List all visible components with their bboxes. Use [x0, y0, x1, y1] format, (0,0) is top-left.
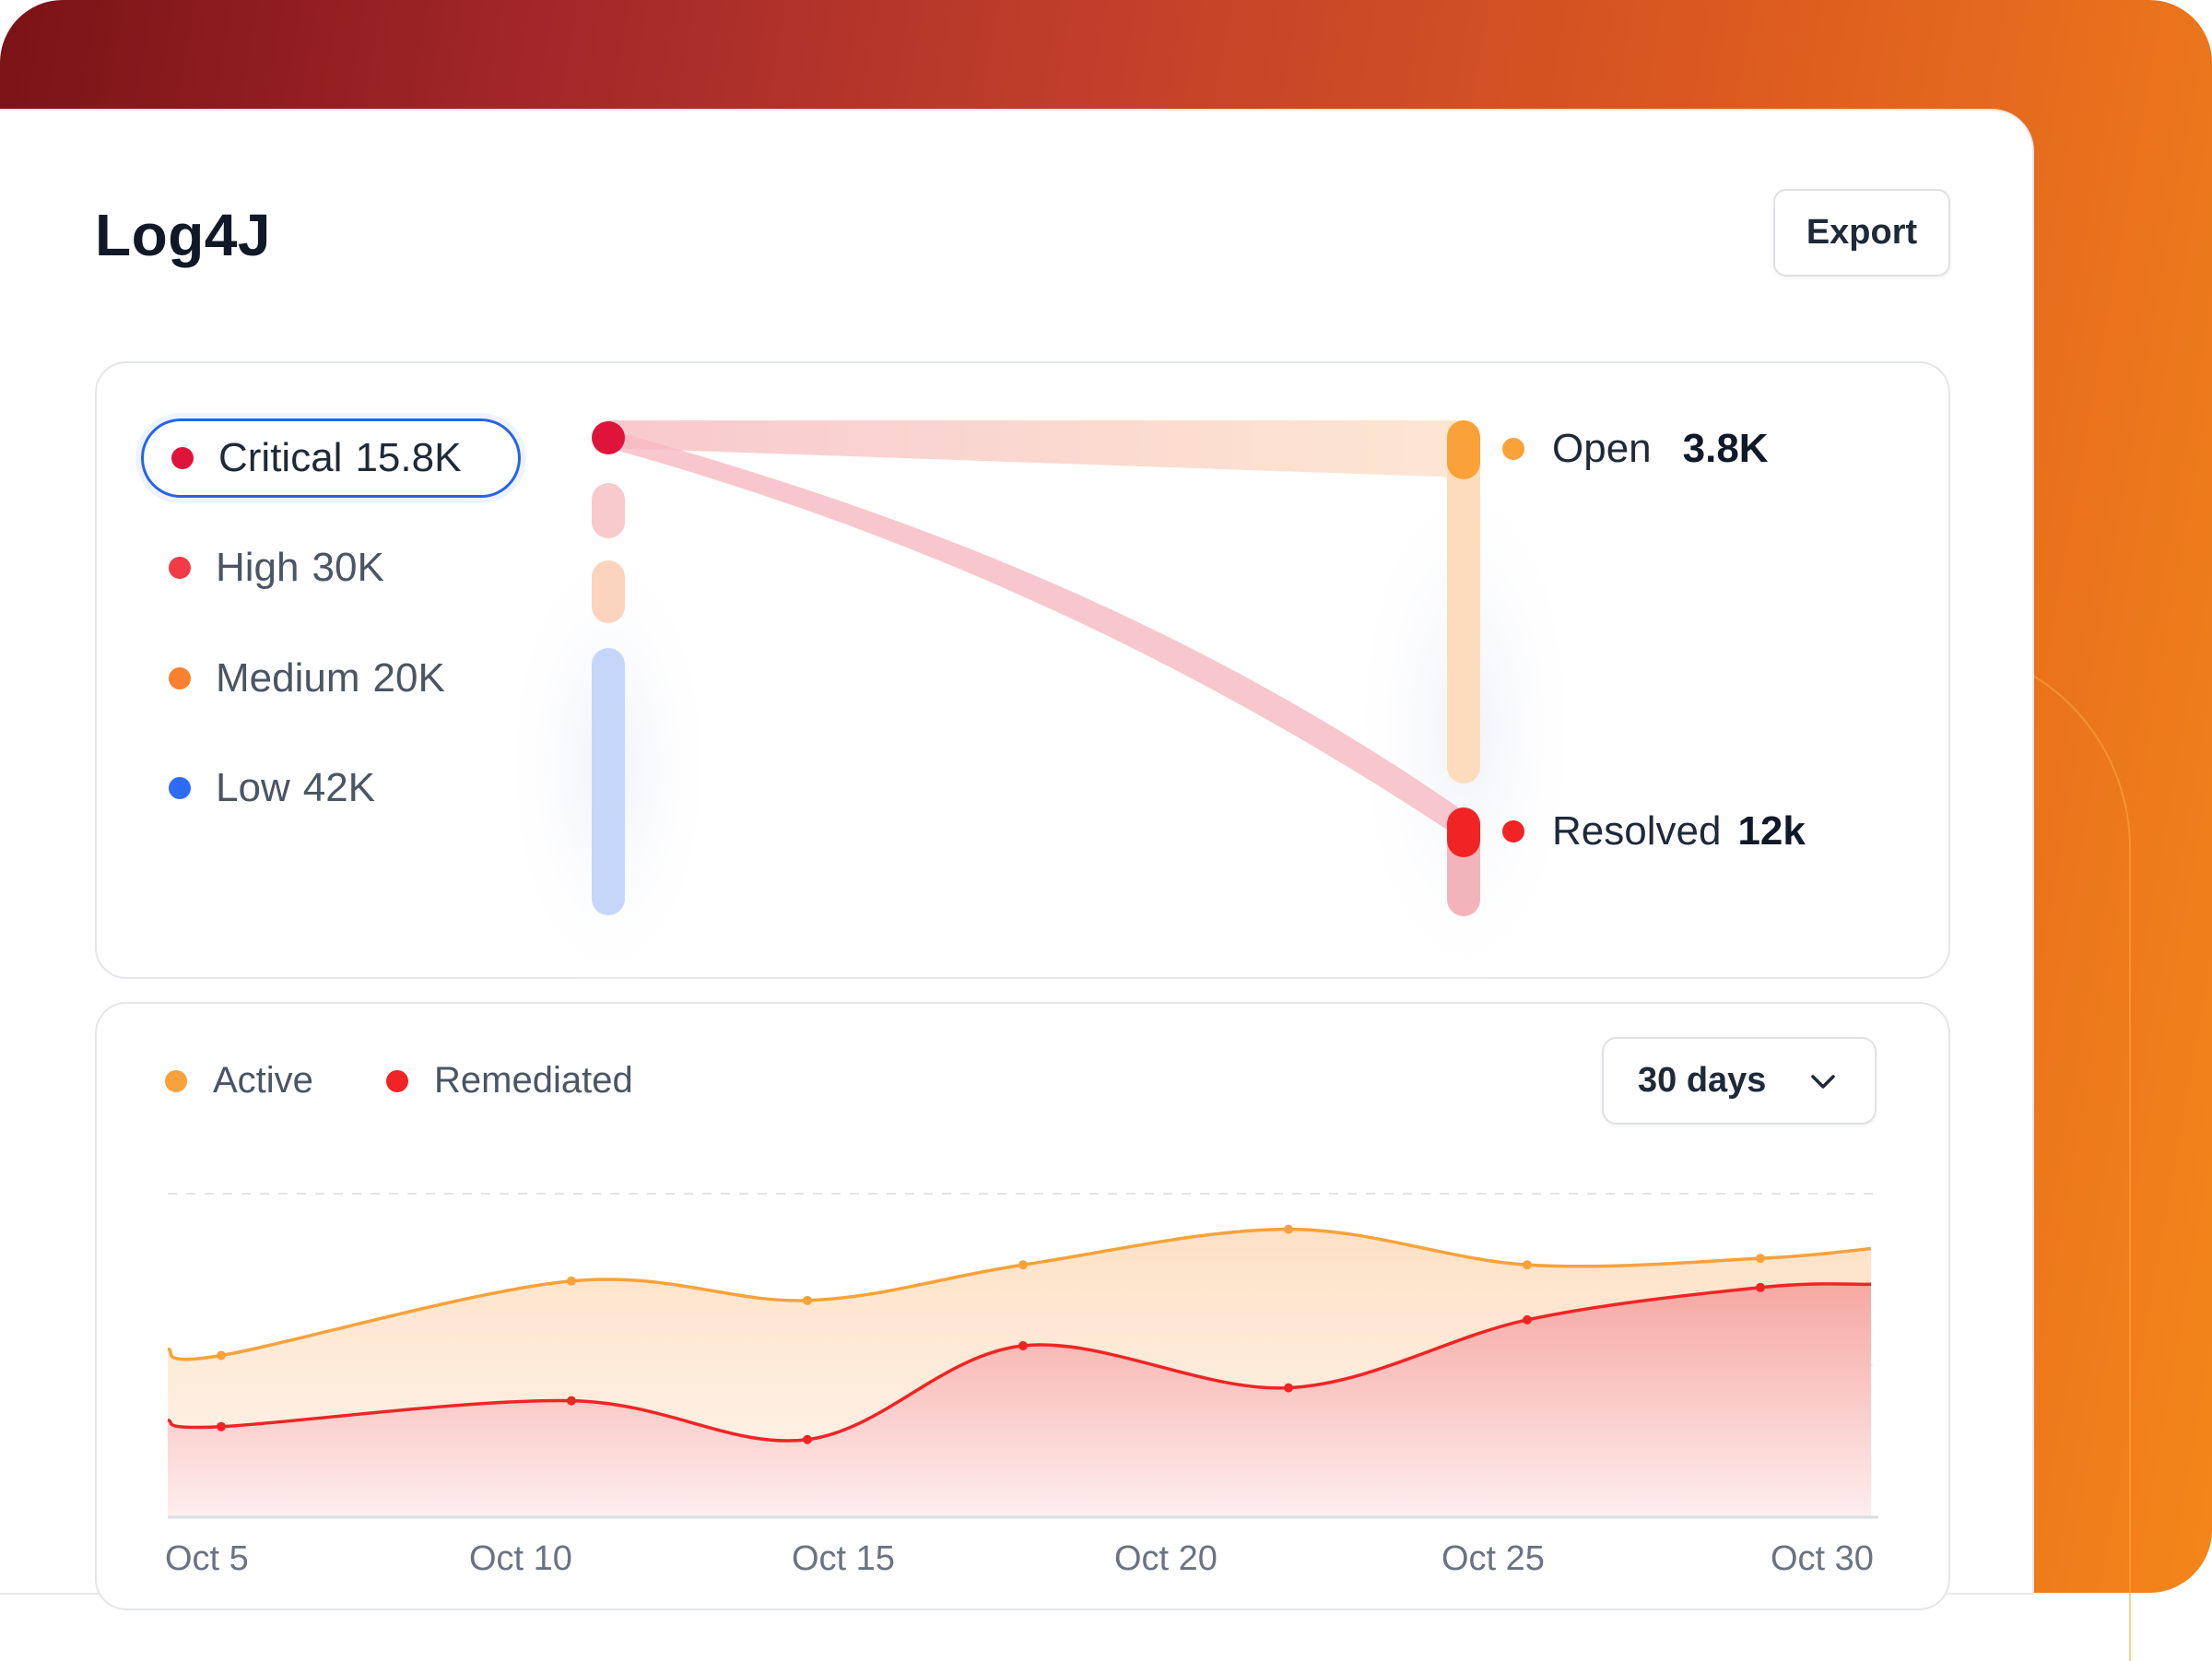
severity-item-high[interactable]: High 30K — [169, 545, 384, 591]
x-tick-label: Oct 10 — [469, 1539, 572, 1578]
resolved-dot-icon — [1502, 820, 1524, 842]
severity-item-medium[interactable]: Medium 20K — [169, 655, 445, 701]
severity-value: 42K — [302, 765, 376, 810]
outcome-value: 12k — [1737, 808, 1806, 854]
critical-dot-icon — [171, 447, 194, 469]
severity-label: Critical — [218, 435, 343, 480]
open-dot-icon — [1502, 438, 1524, 460]
low-dot-icon — [169, 777, 191, 799]
severity-value: 30K — [312, 545, 384, 590]
x-tick-label: Oct 25 — [1441, 1539, 1545, 1578]
outcome-resolved[interactable]: Resolved 12k — [1502, 808, 1806, 854]
remediated-dot-icon — [386, 1069, 408, 1092]
outcome-label: Resolved — [1552, 808, 1722, 854]
severity-item-critical[interactable]: Critical 15.8K — [141, 418, 521, 498]
export-button[interactable]: Export — [1773, 189, 1950, 277]
legend-active[interactable]: Active — [165, 1060, 313, 1101]
severity-value: 20K — [372, 655, 445, 701]
severity-item-low[interactable]: Low 42K — [169, 765, 375, 811]
chevron-down-icon — [1811, 1075, 1835, 1089]
page-title: Log4J — [95, 202, 271, 268]
active-dot-icon — [165, 1069, 187, 1092]
outcome-label: Open — [1552, 426, 1652, 471]
high-dot-icon — [169, 557, 191, 579]
outcome-value: 3.8K — [1682, 426, 1769, 471]
x-tick-label: Oct 5 — [165, 1539, 249, 1578]
legend-label: Active — [213, 1060, 313, 1101]
x-tick-label: Oct 20 — [1114, 1539, 1218, 1578]
outcome-open[interactable]: Open 3.8K — [1502, 426, 1769, 472]
severity-label: Low — [216, 765, 290, 810]
severity-label: High — [216, 545, 300, 590]
medium-dot-icon — [169, 667, 191, 689]
x-tick-label: Oct 15 — [792, 1539, 895, 1578]
legend-remediated[interactable]: Remediated — [386, 1060, 633, 1101]
range-select-value: 30 days — [1638, 1061, 1767, 1100]
severity-label: Medium — [216, 655, 360, 701]
legend-label: Remediated — [434, 1060, 633, 1101]
severity-value: 15.8K — [355, 435, 462, 480]
x-tick-label: Oct 30 — [1771, 1539, 1874, 1578]
range-select[interactable]: 30 days — [1602, 1037, 1877, 1125]
